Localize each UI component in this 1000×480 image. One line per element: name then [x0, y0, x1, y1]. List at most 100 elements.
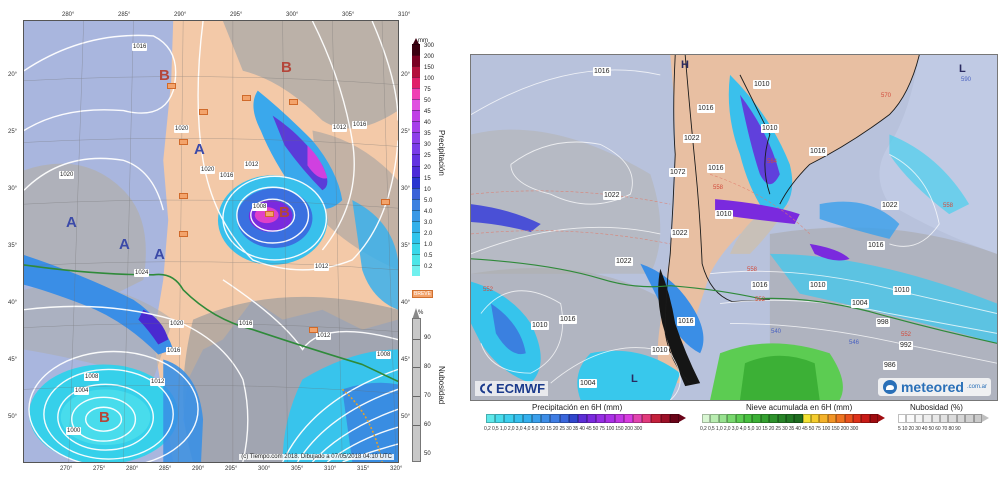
colorbar-segment — [412, 121, 420, 133]
colorbar-segment — [412, 165, 420, 177]
latitude-tick: 40° — [401, 300, 411, 306]
isobar-label: 1022 — [603, 191, 621, 200]
latitude-tick: 40° — [8, 300, 18, 306]
legend-cell — [559, 414, 569, 423]
colorbar-tick: 200 — [424, 54, 435, 61]
legend-cell — [827, 414, 837, 423]
legend-cell — [660, 414, 670, 423]
isobar-label: 1010 — [761, 124, 779, 133]
colorbar-tick: 0.5 — [424, 252, 433, 259]
isobar-label: 1012 — [314, 263, 330, 271]
breve-marker: BREVE — [412, 290, 433, 298]
colorbar-tick: 150 — [424, 65, 435, 72]
longitude-tick: 310° — [324, 466, 337, 472]
colorbar-tick: 25 — [424, 153, 431, 160]
isobar-label: 1022 — [683, 134, 701, 143]
legend-cell — [760, 414, 770, 423]
height-label: 564 — [767, 159, 778, 165]
colorbar-tick: 40 — [424, 120, 431, 127]
isobar-label: 1010 — [753, 80, 771, 89]
height-label: 558 — [713, 185, 724, 191]
colorbar-segment — [412, 198, 420, 210]
precip-legend-ticks: 0,2 0,5 1,0 2,0 3,0 4,0 5,0 10 15 20 25 … — [484, 426, 643, 432]
colorbar-max-arrow — [412, 38, 420, 46]
legend-cell — [727, 414, 736, 423]
city-marker — [289, 99, 298, 105]
isobar-label: 1016 — [677, 317, 695, 326]
latitude-tick: 30° — [401, 186, 411, 192]
colorbar-tick: 15 — [424, 175, 431, 182]
cloud-legend-bar — [898, 414, 989, 423]
right-map-canvas[interactable]: 1016 1010 1016 1010 1022 1072 1016 1016 1022 1010… — [470, 54, 998, 401]
isobar-label: 1004 — [579, 379, 597, 388]
cloud-legend-title: Nubosidad (%) — [910, 403, 963, 412]
legend-arrow — [981, 414, 989, 422]
city-marker — [242, 95, 251, 101]
legend-cell — [486, 414, 496, 423]
legend-cell — [651, 414, 661, 423]
high-pressure-marker: H — [681, 59, 689, 71]
isobar-label: 1020 — [200, 166, 216, 174]
ecmwf-logo: ECMWF — [475, 381, 549, 396]
isobar-label: 1008 — [252, 203, 268, 211]
legend-cell — [702, 414, 711, 423]
meteored-logo[interactable]: meteored .com.ar — [877, 378, 991, 396]
isobar-label: 1008 — [84, 373, 100, 381]
isobar-label: 1010 — [715, 210, 733, 219]
latitude-tick: 50° — [8, 414, 18, 420]
legend-cell — [869, 414, 879, 423]
snow-legend-ticks: 0,2 0,5 1,0 2,0 3,0 4,0 5,0 10 15 20 25 … — [700, 426, 859, 432]
height-label: 558 — [943, 203, 954, 209]
legend-cell — [931, 414, 940, 423]
latitude-tick: 30° — [8, 186, 18, 192]
colorbar-tick: 35 — [424, 131, 431, 138]
left-map-canvas[interactable]: 1016 1020 1020 1020 1016 1012 1012 1016 1008 1012… — [23, 20, 399, 463]
city-marker — [167, 83, 176, 89]
city-marker — [309, 327, 318, 333]
isobar-label: 1016 — [166, 347, 182, 355]
isobar-label: 1016 — [867, 241, 885, 250]
height-label: 590 — [961, 77, 972, 83]
isobar-label: 1016 — [352, 121, 368, 129]
snow-legend-bar — [702, 414, 886, 423]
colorbar-segment — [412, 88, 420, 100]
isobar-label: 1022 — [671, 229, 689, 238]
isobar-label: 1016 — [559, 315, 577, 324]
legend-cell — [811, 414, 820, 423]
longitude-tick: 295° — [230, 12, 243, 18]
longitude-tick: 290° — [192, 466, 205, 472]
longitude-tick: 290° — [174, 12, 187, 18]
colorbar-tick: 60 — [424, 422, 431, 428]
legend-cell — [836, 414, 845, 423]
legend-arrow — [878, 414, 886, 422]
ecmwf-meteored-map-panel: 1016 1010 1016 1010 1022 1072 1016 1016 1022 1010… — [470, 54, 1000, 434]
city-marker — [265, 211, 274, 217]
colorbar-tick: 20 — [424, 164, 431, 171]
left-map-graphics — [24, 21, 398, 462]
colorbar-tick: 80 — [424, 364, 431, 370]
isobar-label: 1004 — [851, 299, 869, 308]
low-pressure-marker: L — [631, 373, 638, 385]
legend-cell — [769, 414, 778, 423]
legend-cell — [522, 414, 532, 423]
city-marker — [179, 139, 188, 145]
isobar-label: 1010 — [809, 281, 827, 290]
low-pressure-marker: B — [281, 59, 292, 76]
colorbar-segment — [412, 187, 420, 199]
legend-cell — [587, 414, 597, 423]
colorbar-segment — [412, 77, 420, 89]
city-marker — [179, 231, 188, 237]
longitude-tick: 305° — [291, 466, 304, 472]
legend-cell — [777, 414, 786, 423]
legend-cell — [531, 414, 542, 423]
low-pressure-marker: B — [159, 67, 170, 84]
longitude-tick: 295° — [225, 466, 238, 472]
isobar-label: 1010 — [651, 346, 669, 355]
legend-cell — [853, 414, 862, 423]
isobar-label: 998 — [876, 318, 890, 327]
legend-cell — [973, 414, 982, 423]
colorbar-segment — [412, 176, 420, 188]
colorbar-tick: 70 — [424, 393, 431, 399]
longitude-tick: 280° — [62, 12, 75, 18]
